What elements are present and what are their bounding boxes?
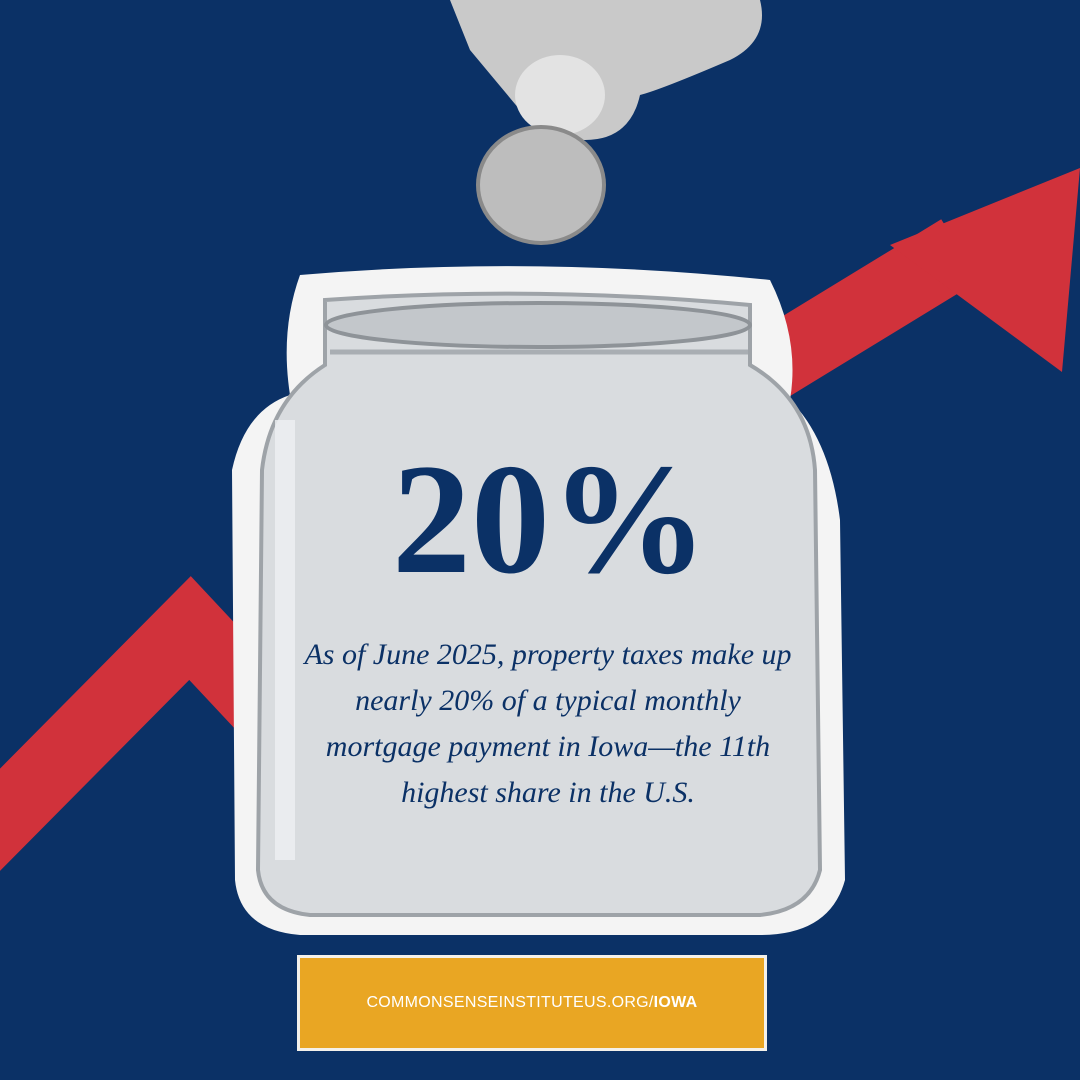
jar-rim: [324, 301, 752, 349]
footer-url: COMMONSENSEINSTITUTEUS.ORG/: [366, 994, 654, 1011]
headline: 20%: [392, 432, 708, 607]
hand: [450, 0, 762, 140]
footer-region: IOWA: [653, 994, 698, 1011]
footer-link[interactable]: COMMONSENSEINSTITUTEUS.ORG/IOWA: [297, 955, 767, 1051]
arrow-head: [890, 168, 1080, 372]
coin: [476, 125, 606, 245]
jar-glass: [255, 291, 823, 917]
jar-highlight: [275, 420, 295, 860]
thumb: [515, 55, 605, 135]
body-text: As of June 2025, property taxes make up …: [304, 638, 792, 809]
